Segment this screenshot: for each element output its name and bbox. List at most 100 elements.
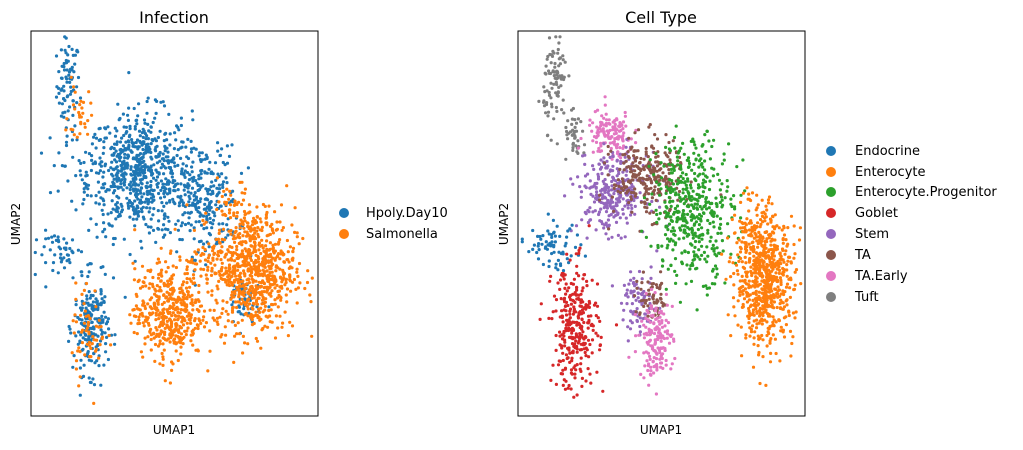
scatter-point-salmonella <box>167 293 172 297</box>
scatter-point-hpoly-day10 <box>118 159 122 163</box>
scatter-point-ta <box>630 190 634 195</box>
scatter-point-ta-early <box>623 114 628 118</box>
scatter-point-enterocyte-progenitor <box>664 145 668 149</box>
scatter-point-hpoly-day10 <box>127 199 132 203</box>
scatter-point-hpoly-day10 <box>149 217 153 221</box>
scatter-point-hpoly-day10 <box>113 333 117 337</box>
scatter-point-ta <box>639 168 643 173</box>
scatter-point-salmonella <box>158 342 162 346</box>
infection-panel: Infection UMAP1 UMAP2 Hpoly.Day10 Salmon… <box>9 8 448 437</box>
scatter-point-hpoly-day10 <box>166 215 170 219</box>
scatter-point-hpoly-day10 <box>123 156 127 160</box>
scatter-point-ta-early <box>591 121 595 125</box>
scatter-point-enterocyte <box>747 283 751 287</box>
scatter-point-salmonella <box>154 289 158 293</box>
scatter-point-enterocyte-progenitor <box>691 258 695 262</box>
scatter-point-enterocyte-progenitor <box>710 166 714 170</box>
scatter-point-enterocyte <box>791 311 796 315</box>
scatter-point-salmonella <box>73 107 77 111</box>
scatter-point-enterocyte <box>764 383 768 387</box>
scatter-point-salmonella <box>255 229 259 233</box>
scatter-point-hpoly-day10 <box>246 166 250 170</box>
scatter-point-salmonella <box>274 269 278 273</box>
scatter-point-tuft <box>555 109 559 113</box>
scatter-point-ta <box>627 165 631 169</box>
scatter-point-ta-early <box>588 118 592 122</box>
infection-points <box>33 35 314 405</box>
scatter-point-hpoly-day10 <box>143 121 147 125</box>
scatter-point-hpoly-day10 <box>127 135 131 139</box>
scatter-point-hpoly-day10 <box>66 179 70 183</box>
scatter-point-enterocyte-progenitor <box>660 264 665 268</box>
scatter-point-enterocyte-progenitor <box>709 235 713 239</box>
scatter-point-enterocyte <box>779 278 783 282</box>
scatter-point-hpoly-day10 <box>114 173 118 177</box>
scatter-point-hpoly-day10 <box>89 194 93 198</box>
scatter-point-hpoly-day10 <box>176 228 180 232</box>
scatter-point-salmonella <box>285 184 289 188</box>
scatter-point-hpoly-day10 <box>184 145 188 149</box>
scatter-point-ta-early <box>607 121 611 126</box>
scatter-point-salmonella <box>206 256 210 260</box>
scatter-point-enterocyte-progenitor <box>715 246 719 250</box>
scatter-point-enterocyte-progenitor <box>671 226 675 230</box>
scatter-point-salmonella <box>225 283 229 287</box>
scatter-point-salmonella <box>72 133 76 137</box>
scatter-point-hpoly-day10 <box>183 169 187 173</box>
scatter-point-hpoly-day10 <box>176 188 180 192</box>
scatter-point-hpoly-day10 <box>134 140 138 145</box>
scatter-point-salmonella <box>235 256 239 260</box>
scatter-point-salmonella <box>256 316 260 320</box>
scatter-point-ta <box>653 166 657 170</box>
scatter-point-salmonella <box>194 252 199 256</box>
scatter-point-enterocyte-progenitor <box>682 202 686 206</box>
scatter-point-salmonella <box>281 321 285 325</box>
scatter-point-goblet <box>587 224 591 228</box>
scatter-point-hpoly-day10 <box>189 150 193 154</box>
scatter-point-hpoly-day10 <box>68 261 72 265</box>
scatter-point-salmonella <box>65 117 69 121</box>
scatter-point-hpoly-day10 <box>194 195 199 199</box>
scatter-point-enterocyte-progenitor <box>719 195 724 199</box>
scatter-point-ta-early <box>607 136 611 140</box>
scatter-point-ta <box>622 161 626 165</box>
scatter-point-salmonella <box>216 287 220 291</box>
scatter-point-tuft <box>570 117 575 121</box>
scatter-point-salmonella <box>149 348 153 352</box>
scatter-point-enterocyte-progenitor <box>662 164 666 168</box>
scatter-point-enterocyte-progenitor <box>715 272 719 276</box>
scatter-point-hpoly-day10 <box>102 170 106 174</box>
scatter-point-hpoly-day10 <box>165 138 169 142</box>
scatter-point-enterocyte <box>736 299 740 303</box>
scatter-point-hpoly-day10 <box>230 143 234 147</box>
scatter-point-hpoly-day10 <box>140 131 144 135</box>
scatter-point-hpoly-day10 <box>106 125 110 129</box>
scatter-point-ta-early <box>606 133 610 137</box>
scatter-point-hpoly-day10 <box>92 135 96 139</box>
scatter-point-endocrine <box>544 240 548 244</box>
scatter-point-salmonella <box>148 330 152 334</box>
scatter-point-tuft <box>552 117 556 121</box>
scatter-point-hpoly-day10 <box>167 112 171 116</box>
scatter-point-enterocyte-progenitor <box>671 239 675 243</box>
scatter-point-hpoly-day10 <box>77 159 81 163</box>
scatter-point-enterocyte <box>755 322 759 326</box>
scatter-point-tuft <box>561 98 565 102</box>
scatter-point-ta <box>630 145 634 149</box>
scatter-point-enterocyte <box>762 260 766 264</box>
scatter-point-enterocyte <box>779 292 783 296</box>
scatter-point-enterocyte <box>766 254 771 258</box>
scatter-point-goblet <box>596 334 600 338</box>
scatter-point-hpoly-day10 <box>111 276 116 280</box>
scatter-point-hpoly-day10 <box>188 173 192 177</box>
scatter-point-hpoly-day10 <box>162 217 166 221</box>
scatter-point-salmonella <box>214 237 218 242</box>
scatter-point-tuft <box>544 64 548 68</box>
scatter-point-salmonella <box>179 341 183 345</box>
scatter-point-goblet <box>554 333 558 338</box>
scatter-point-salmonella <box>84 329 88 333</box>
scatter-point-salmonella <box>217 200 221 204</box>
scatter-point-hpoly-day10 <box>79 161 83 165</box>
scatter-point-hpoly-day10 <box>188 229 192 233</box>
